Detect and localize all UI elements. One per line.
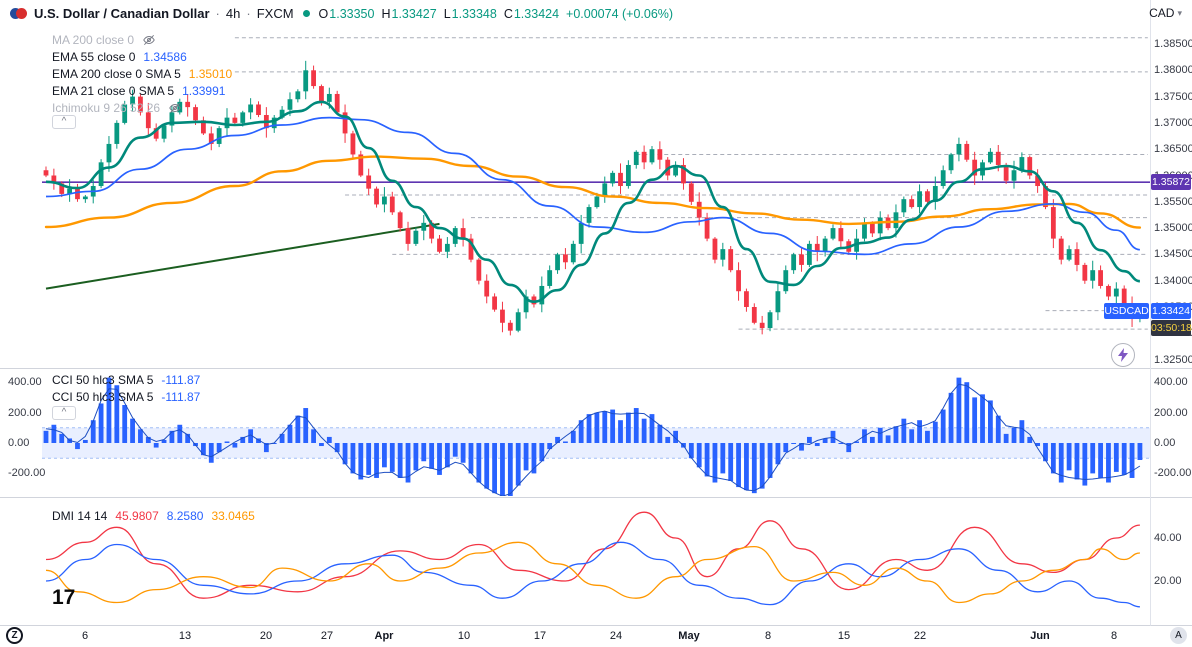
open-value: 1.33350 <box>329 6 375 21</box>
price-axis-label: 1.34000 <box>1154 274 1192 287</box>
indicator-value: 1.35010 <box>188 66 233 81</box>
legend-row-ema55[interactable]: EMA 55 close 0 1.34586 <box>52 49 187 64</box>
level-price-badge: 1.35872 <box>1151 174 1191 191</box>
time-axis-label: 27 <box>320 630 334 642</box>
time-axis-label: Apr <box>374 630 394 642</box>
legend-row-ema21[interactable]: EMA 21 close 0 SMA 5 1.33991 <box>52 83 225 98</box>
indicator-value: 1.34586 <box>143 49 187 64</box>
price-axis-label: 1.37500 <box>1154 90 1192 103</box>
cci-left-axis-label: 200.00 <box>8 406 42 419</box>
legend-collapse-button[interactable]: ^ <box>52 115 76 129</box>
indicator-name: CCI 50 hlc3 SMA 5 <box>52 389 154 404</box>
cci-collapse-button[interactable]: ^ <box>52 406 76 420</box>
price-axis-label: 1.32500 <box>1154 353 1192 366</box>
eye-off-icon[interactable] <box>168 101 182 115</box>
time-axis-label: 24 <box>609 630 623 642</box>
lightning-bolt-icon <box>1118 348 1128 362</box>
dmi-right-axis-label: 20.00 <box>1154 575 1182 587</box>
timezone-button[interactable]: Z <box>6 627 23 644</box>
ohlc-values: O1.33350 H1.33427 L1.33348 C1.33424 +0.0… <box>319 7 674 21</box>
time-axis-label: 8 <box>1110 630 1118 642</box>
legend-row-ema200[interactable]: EMA 200 close 0 SMA 5 1.35010 <box>52 66 232 81</box>
change-text: +0.00074 (+0.06%) <box>566 6 674 21</box>
corner-a-button[interactable]: A <box>1170 627 1187 644</box>
low-value: 1.33348 <box>451 6 497 21</box>
time-axis-label: 6 <box>81 630 89 642</box>
close-value: 1.33424 <box>513 6 560 21</box>
legend-row-ma200[interactable]: MA 200 close 0 <box>52 32 156 47</box>
cci-left-axis-label: -200.00 <box>8 467 46 480</box>
legend-row-ichimoku[interactable]: Ichimoku 9 26 52 26 <box>52 100 182 115</box>
currency-selector[interactable]: CAD ▾ <box>1149 6 1182 20</box>
time-axis-label: Jun <box>1030 630 1050 642</box>
time-axis-label: 17 <box>533 630 547 642</box>
interval-button[interactable]: 4h <box>225 6 241 21</box>
price-axis-label: 1.37000 <box>1154 116 1192 129</box>
cci-left-axis-label: 400.00 <box>8 376 42 389</box>
time-axis-label: 10 <box>457 630 471 642</box>
chevron-down-icon: ▾ <box>1177 7 1182 18</box>
time-axis-label: May <box>678 630 700 642</box>
current-price-badge: 1.33424 <box>1151 302 1191 319</box>
dmi-adx-value: 45.9807 <box>115 508 159 523</box>
high-value: 1.33427 <box>391 6 437 21</box>
bar-countdown-badge: 03:50:18 <box>1151 319 1192 336</box>
symbol-logo-icon[interactable] <box>10 7 28 20</box>
indicator-value: -111.87 <box>161 389 201 404</box>
high-label: H <box>381 6 391 21</box>
indicator-name: MA 200 close 0 <box>52 32 135 47</box>
indicator-name: CCI 50 hlc3 SMA 5 <box>52 372 154 387</box>
cci-legend-row[interactable]: CCI 50 hlc3 SMA 5 -111.87 <box>52 389 200 404</box>
symbol-title[interactable]: U.S. Dollar / Canadian Dollar <box>34 6 210 21</box>
separator-dot: · <box>246 6 251 21</box>
chart-header: U.S. Dollar / Canadian Dollar · 4h · FXC… <box>10 6 673 21</box>
indicator-value: 1.33991 <box>182 83 226 98</box>
separator-dot: · <box>215 6 220 21</box>
price-axis-label: 1.35500 <box>1154 195 1192 208</box>
indicator-name: EMA 200 close 0 SMA 5 <box>52 66 181 81</box>
watermark-17: 17 <box>52 586 76 609</box>
indicator-name: Ichimoku 9 26 52 26 <box>52 100 161 115</box>
cci-right-axis-label: 400.00 <box>1154 376 1188 389</box>
price-axis-label: 1.38500 <box>1154 38 1192 50</box>
open-label: O <box>318 6 329 21</box>
price-axis-label: 1.34500 <box>1154 248 1192 261</box>
time-axis-label: 22 <box>913 630 927 642</box>
cci-right-axis-label: 200.00 <box>1154 406 1188 419</box>
indicator-value: -111.87 <box>161 372 201 387</box>
cci-left-axis-label: 0.00 <box>8 437 30 449</box>
dmi-plus-di-value: 8.2580 <box>166 508 204 523</box>
symbol-price-tag: USDCAD <box>1104 302 1149 319</box>
close-label: C <box>503 6 513 21</box>
lightning-trade-button[interactable] <box>1111 343 1135 367</box>
time-axis-label: 20 <box>259 630 273 642</box>
low-label: L <box>443 6 451 21</box>
indicator-name: EMA 55 close 0 <box>52 49 136 64</box>
time-axis-label: 15 <box>837 630 851 642</box>
exchange-label[interactable]: FXCM <box>256 6 294 21</box>
market-status-dot <box>302 10 310 17</box>
indicator-name: DMI 14 14 <box>52 508 108 523</box>
dmi-legend-row[interactable]: DMI 14 14 45.9807 8.2580 33.0465 <box>52 508 255 523</box>
time-axis-label: 13 <box>178 630 192 642</box>
cci-right-axis-label: -200.00 <box>1154 467 1192 480</box>
eye-off-icon[interactable] <box>142 33 156 47</box>
price-axis-label: 1.36500 <box>1154 143 1192 156</box>
dmi-minus-di-value: 33.0465 <box>211 508 255 523</box>
price-axis-label: 1.38000 <box>1154 64 1192 77</box>
currency-label: CAD <box>1149 6 1175 20</box>
indicator-name: EMA 21 close 0 SMA 5 <box>52 83 175 98</box>
price-axis-label: 1.35000 <box>1154 222 1192 235</box>
cci-legend-row[interactable]: CCI 50 hlc3 SMA 5 -111.87 <box>52 372 200 387</box>
time-axis-label: 8 <box>764 630 772 642</box>
dmi-right-axis-label: 40.00 <box>1154 532 1182 544</box>
cci-right-axis-label: 0.00 <box>1154 437 1176 449</box>
